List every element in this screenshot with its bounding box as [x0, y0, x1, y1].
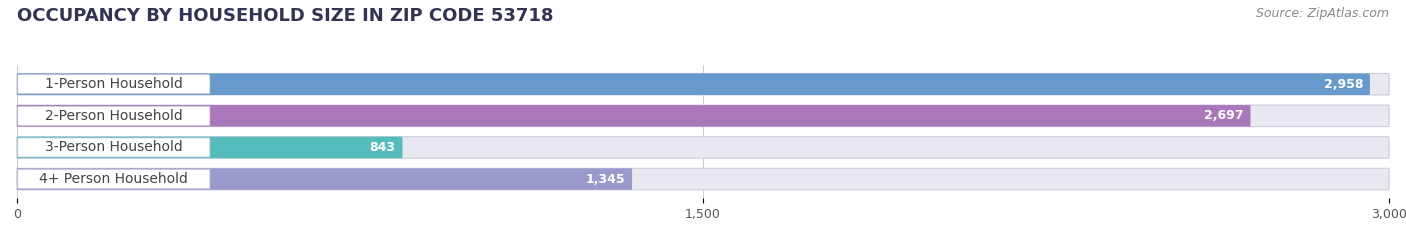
FancyBboxPatch shape — [17, 73, 1369, 95]
FancyBboxPatch shape — [17, 168, 633, 190]
FancyBboxPatch shape — [18, 75, 209, 94]
FancyBboxPatch shape — [17, 105, 1389, 127]
Text: 1,345: 1,345 — [586, 173, 626, 185]
Text: 1-Person Household: 1-Person Household — [45, 77, 183, 91]
Text: 2-Person Household: 2-Person Household — [45, 109, 183, 123]
Text: 2,958: 2,958 — [1323, 78, 1362, 91]
Text: 2,697: 2,697 — [1204, 109, 1244, 122]
FancyBboxPatch shape — [17, 73, 1389, 95]
FancyBboxPatch shape — [17, 137, 402, 158]
Text: 3-Person Household: 3-Person Household — [45, 140, 183, 154]
FancyBboxPatch shape — [17, 137, 1389, 158]
Text: 843: 843 — [370, 141, 395, 154]
FancyBboxPatch shape — [17, 168, 1389, 190]
Text: 4+ Person Household: 4+ Person Household — [39, 172, 188, 186]
FancyBboxPatch shape — [17, 105, 1250, 127]
Text: OCCUPANCY BY HOUSEHOLD SIZE IN ZIP CODE 53718: OCCUPANCY BY HOUSEHOLD SIZE IN ZIP CODE … — [17, 7, 554, 25]
FancyBboxPatch shape — [18, 170, 209, 188]
FancyBboxPatch shape — [18, 106, 209, 125]
Text: Source: ZipAtlas.com: Source: ZipAtlas.com — [1256, 7, 1389, 20]
FancyBboxPatch shape — [18, 138, 209, 157]
